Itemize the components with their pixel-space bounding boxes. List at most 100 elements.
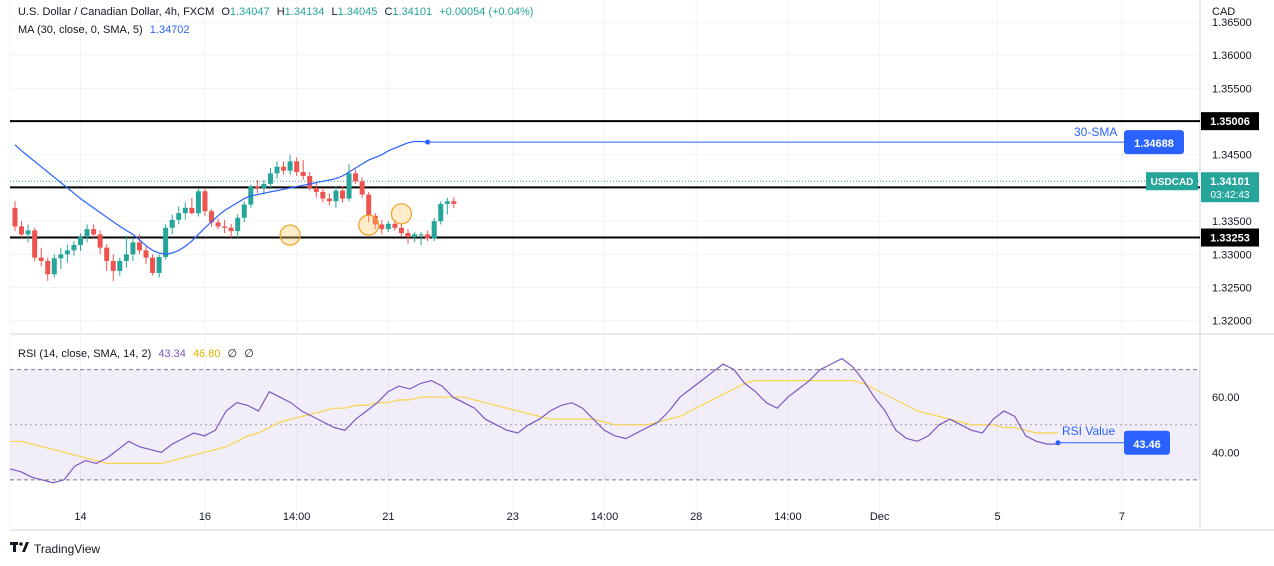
- symbol-header: U.S. Dollar / Canadian Dollar, 4h, FXCM …: [18, 6, 537, 18]
- candle-body: [222, 226, 228, 228]
- rsi-tag-text: 43.46: [1133, 439, 1161, 451]
- candle-body: [136, 242, 142, 251]
- open-value: 1.34047: [229, 6, 270, 18]
- candle-body: [25, 230, 31, 235]
- rsi-tag: [1124, 430, 1170, 455]
- candle-body: [405, 233, 411, 238]
- time-tick-label: 23: [507, 511, 519, 523]
- sma-tag: [1124, 130, 1184, 155]
- candle-body: [307, 175, 313, 188]
- candle-body: [19, 226, 25, 235]
- candle-body: [12, 207, 18, 227]
- time-tick-label: 5: [994, 511, 1000, 523]
- candle-body: [340, 190, 345, 199]
- candle-body: [281, 166, 287, 171]
- rsi-line: [9, 357, 1058, 484]
- time-tick-label: 16: [199, 511, 211, 523]
- candle-body: [372, 215, 378, 225]
- price-tick-label: 1.32000: [1212, 316, 1252, 328]
- open-label: O: [221, 6, 230, 18]
- candle-body: [320, 191, 326, 199]
- time-tick-label: 14:00: [283, 511, 311, 523]
- candle-body: [333, 190, 339, 202]
- rsi-value: 43.34: [158, 348, 186, 360]
- candle-body: [228, 227, 234, 232]
- rsi-extra-2: ∅: [244, 348, 254, 360]
- candle-body: [143, 250, 149, 258]
- time-tick-label: Dec: [870, 511, 890, 523]
- time-tick-label: 14:00: [591, 511, 619, 523]
- candle-body: [215, 222, 221, 227]
- candle-body: [195, 191, 201, 214]
- candle-body: [51, 258, 57, 275]
- candle-body: [78, 237, 83, 246]
- candle-body: [58, 254, 64, 259]
- candle-body: [32, 230, 38, 258]
- candle-body: [110, 260, 116, 271]
- price-tick-label: 1.32500: [1212, 283, 1252, 295]
- level-price-tag-text: 1.33253: [1210, 233, 1250, 245]
- candle-body: [392, 223, 398, 228]
- tradingview-logo[interactable]: TradingView: [10, 541, 100, 556]
- price-tick-label: 1.34500: [1212, 150, 1252, 162]
- candle-body: [64, 250, 70, 255]
- candle-body: [418, 234, 424, 236]
- candle-body: [117, 260, 123, 271]
- high-label: H: [276, 6, 285, 18]
- time-tick-label: 14: [74, 511, 86, 523]
- candle-body: [313, 187, 319, 192]
- low-label: L: [331, 6, 338, 18]
- symbol-title: U.S. Dollar / Canadian Dollar, 4h, FXCM: [18, 6, 215, 18]
- candle-body: [359, 181, 365, 195]
- candle-body: [353, 173, 359, 182]
- ticker-tag-text: USDCAD: [1151, 177, 1194, 188]
- price-tick-label: 1.36000: [1212, 50, 1252, 62]
- candle-body: [150, 257, 156, 273]
- countdown-text: 03:42:43: [1211, 190, 1250, 201]
- candle-body: [425, 234, 431, 239]
- ma-line: [14, 140, 428, 255]
- rsi-sma-value: 46.80: [192, 348, 221, 360]
- price-tick-label: 1.36500: [1212, 17, 1252, 29]
- candle-body: [274, 166, 280, 174]
- rsi-extra-1: ∅: [227, 348, 238, 360]
- candle-body: [176, 213, 182, 220]
- candle-body: [97, 234, 103, 248]
- rsi-legend[interactable]: RSI (14, close, SMA, 14, 2) 43.34 46.80 …: [18, 347, 258, 360]
- level-price-tag: [1201, 228, 1259, 247]
- tradingview-icon: [10, 541, 30, 556]
- last-price-text: 1.34101: [1210, 176, 1250, 188]
- time-tick-label: 28: [690, 511, 702, 523]
- candle-body: [241, 204, 247, 218]
- candle-body: [398, 227, 404, 234]
- ticker-tag: [1146, 172, 1198, 191]
- ma-legend[interactable]: MA (30, close, 0, SMA, 5) 1.34702: [18, 24, 194, 36]
- sma-tag-text: 1.34688: [1134, 138, 1174, 150]
- close-value: 1.34101: [392, 6, 433, 18]
- rsi-sma-line: [10, 380, 1058, 464]
- level-price-tag: [1201, 112, 1259, 131]
- rsi-tick-label: 40.00: [1212, 447, 1240, 459]
- candle-body: [45, 260, 51, 275]
- change-value: +0.00054 (+0.04%): [439, 6, 534, 18]
- candle-body: [326, 198, 332, 202]
- highlight-circle: [390, 203, 413, 225]
- last-price-tag: [1201, 172, 1259, 203]
- rsi-annotation-text: RSI Value: [1062, 424, 1115, 438]
- candle-body: [71, 245, 77, 251]
- sma-annotation-text: 30-SMA: [1074, 125, 1117, 139]
- highlight-circle: [279, 224, 301, 246]
- candle-body: [438, 203, 444, 222]
- candle-body: [235, 217, 241, 232]
- time-tick-label: 21: [382, 511, 394, 523]
- candle-body: [444, 201, 450, 204]
- candle-body: [294, 161, 300, 173]
- time-tick-label: 7: [1119, 511, 1125, 523]
- candle-body: [38, 257, 44, 261]
- candle-body: [366, 194, 372, 216]
- tradingview-brand: TradingView: [34, 541, 101, 556]
- candle-body: [202, 191, 208, 212]
- candle-body: [431, 221, 437, 239]
- candle-body: [169, 219, 175, 228]
